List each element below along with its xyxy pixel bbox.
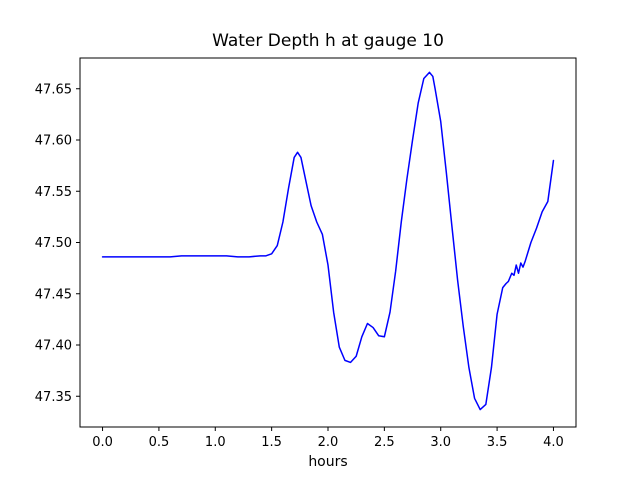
x-tick-label: 4.0 [543, 435, 564, 450]
y-axis-ticks: 47.35 47.40 47.45 47.50 47.55 47.60 47.65 [35, 82, 80, 405]
axes-border [79, 57, 577, 428]
y-tick-label: 47.40 [35, 339, 72, 354]
x-tick-label: 3.5 [487, 435, 508, 450]
x-tick-label: 1.0 [205, 435, 226, 450]
y-tick-label: 47.50 [35, 236, 72, 251]
x-tick-label: 2.5 [374, 435, 395, 450]
x-axis-label: hours [308, 454, 347, 470]
plot-area [80, 58, 576, 427]
x-tick-label: 1.5 [261, 435, 282, 450]
x-tick-label: 2.0 [318, 435, 339, 450]
y-tick-label: 47.35 [35, 390, 72, 405]
y-tick-label: 47.45 [35, 287, 72, 302]
water-depth-line [101, 71, 555, 411]
y-tick-label: 47.65 [35, 82, 72, 97]
y-tick-label: 47.55 [35, 185, 72, 200]
x-tick-label: 3.0 [430, 435, 451, 450]
x-tick-label: 0.5 [149, 435, 170, 450]
x-axis-ticks: 0.0 0.5 1.0 1.5 2.0 2.5 3.0 3.5 4.0 [92, 427, 564, 450]
y-tick-label: 47.60 [35, 134, 72, 149]
data-series [101, 71, 555, 411]
x-tick-label: 0.0 [92, 435, 113, 450]
chart-title: Water Depth h at gauge 10 [212, 31, 444, 51]
